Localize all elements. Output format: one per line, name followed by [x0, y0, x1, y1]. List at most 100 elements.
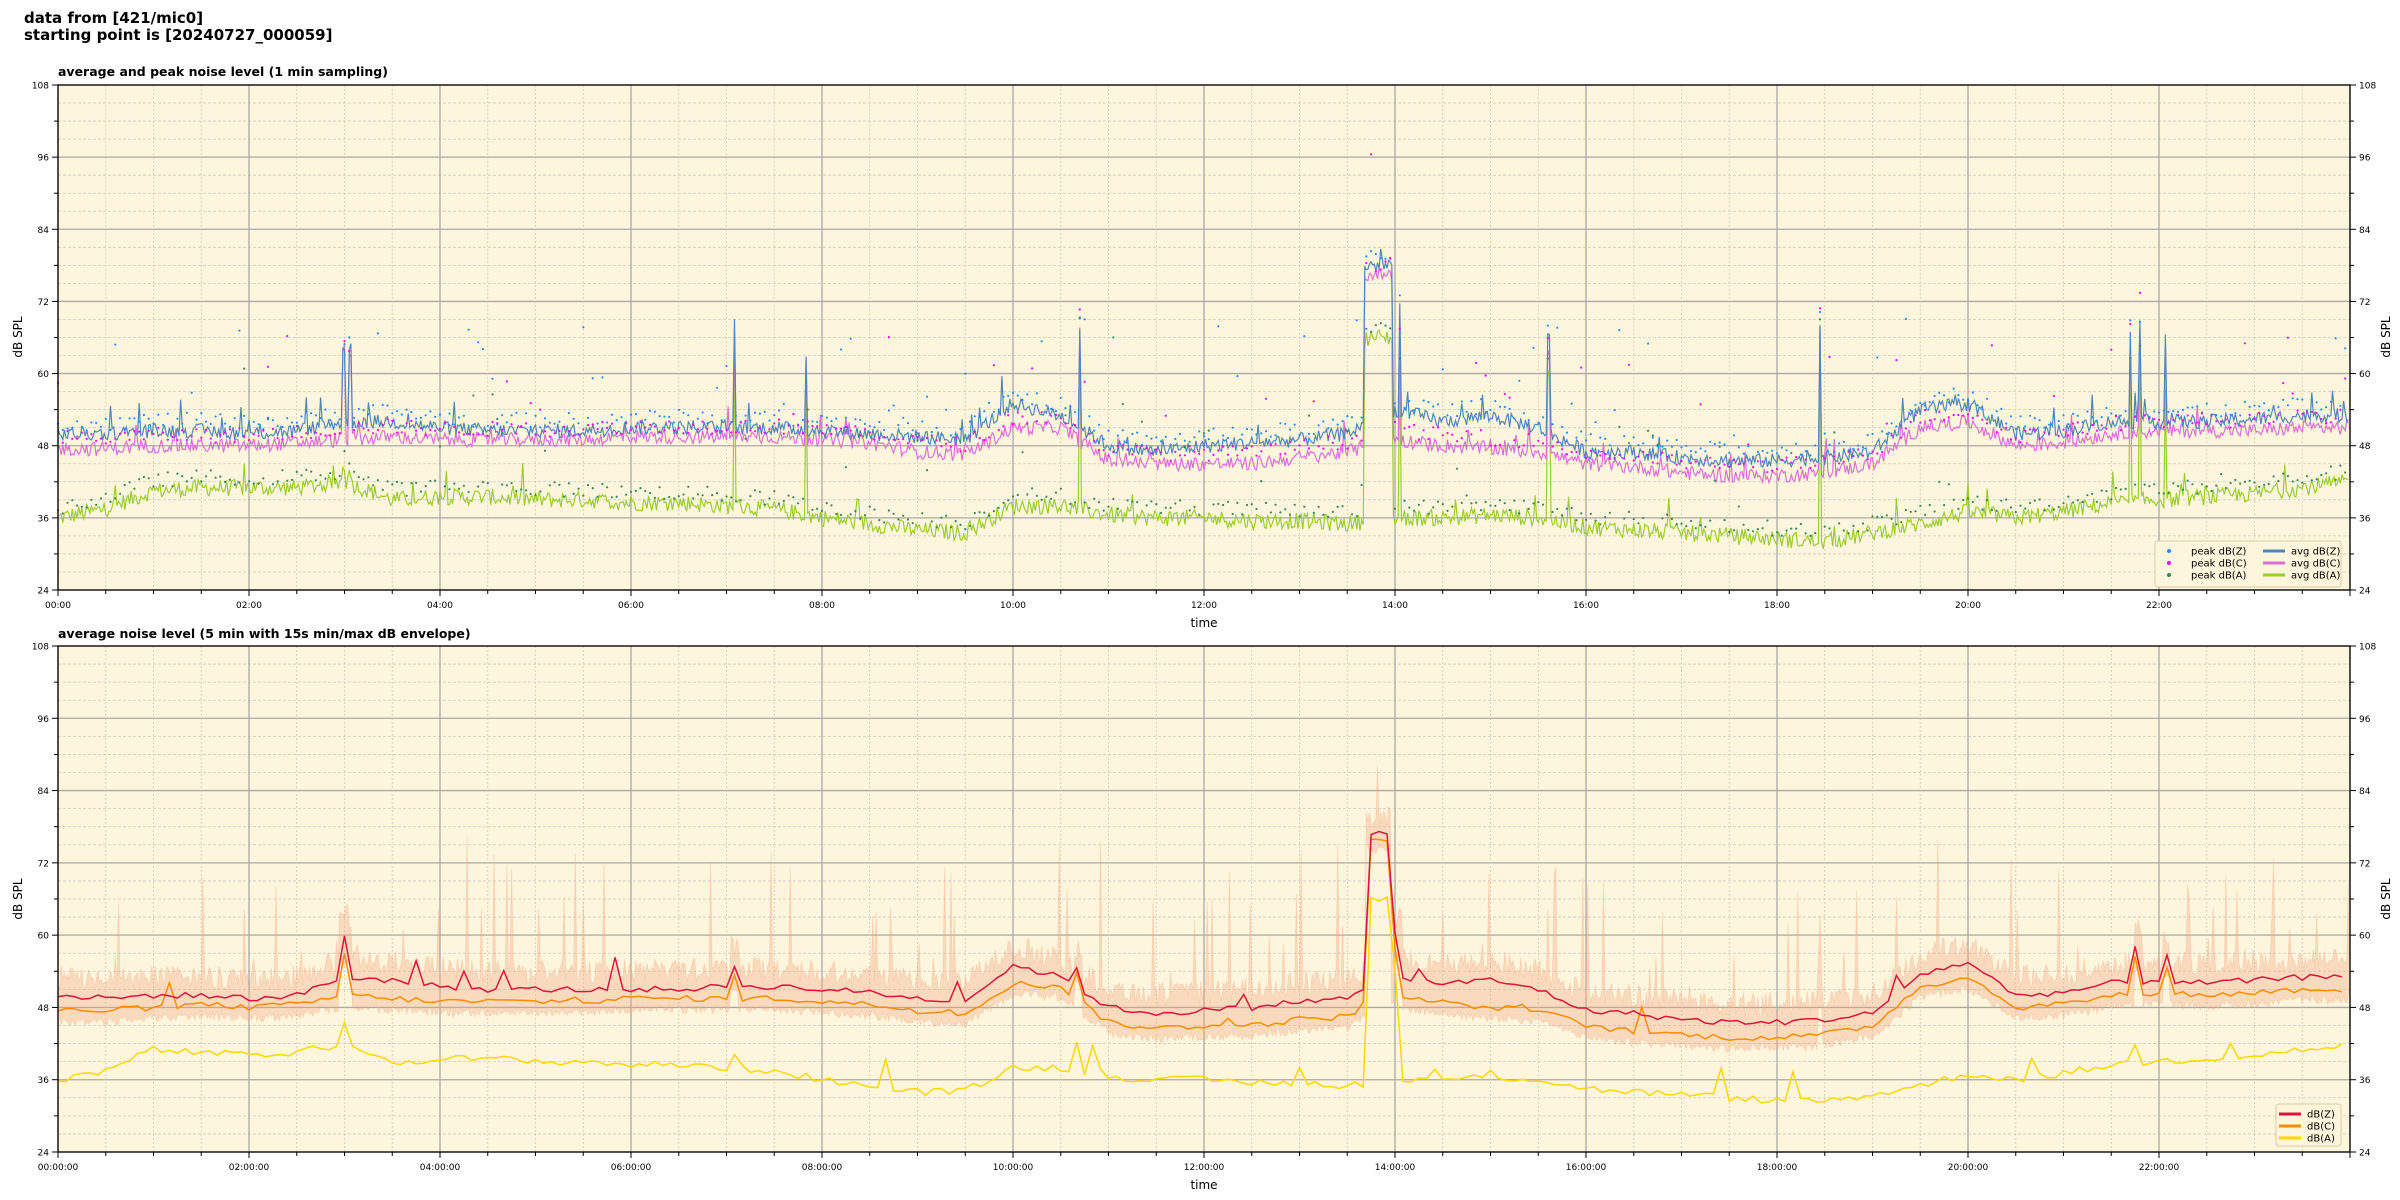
peak-point — [1288, 440, 1292, 443]
peak-point — [1804, 458, 1807, 461]
peak-point — [725, 428, 728, 431]
peak-point — [1432, 506, 1435, 509]
peak-point — [1398, 294, 1401, 297]
peak-point — [410, 419, 413, 423]
peak-point — [162, 484, 165, 487]
peak-point — [142, 438, 145, 441]
peak-point — [362, 427, 365, 430]
peak-point — [725, 364, 728, 368]
peak-point — [2263, 414, 2266, 418]
peak-point — [1666, 439, 1669, 442]
peak-point — [477, 433, 480, 436]
peak-point — [2157, 411, 2161, 414]
peak-point — [1775, 531, 1779, 534]
peak-point — [925, 469, 929, 472]
peak-point — [276, 480, 279, 483]
peak-point — [763, 410, 766, 413]
peak-point — [1685, 467, 1688, 470]
peak-point — [1938, 391, 1941, 395]
legend-label: peak dB(C) — [2191, 559, 2247, 570]
peak-point — [844, 466, 848, 469]
peak-point — [524, 412, 528, 415]
peak-point — [949, 526, 953, 529]
peak-point — [744, 437, 747, 440]
x-tick-label: 00:00:00 — [38, 1163, 79, 1173]
peak-point — [1728, 465, 1731, 468]
peak-point — [787, 494, 790, 497]
peak-point — [649, 409, 652, 412]
peak-point — [2186, 406, 2189, 409]
peak-point — [1479, 398, 1483, 401]
peak-point — [1518, 379, 1521, 382]
peak-point — [400, 482, 403, 485]
peak-point — [988, 401, 991, 404]
peak-point — [849, 337, 852, 340]
peak-point — [491, 420, 494, 424]
peak-point — [1823, 457, 1826, 460]
peak-point — [582, 326, 585, 329]
peak-point — [128, 481, 131, 484]
series-line-avg-db-z- — [57, 248, 2349, 469]
peak-point — [1059, 487, 1062, 490]
peak-point — [1627, 441, 1631, 445]
peak-point — [1790, 461, 1793, 464]
peak-point — [162, 424, 165, 427]
peak-point — [190, 476, 193, 480]
peak-point — [1537, 421, 1540, 424]
peak-point — [2315, 478, 2318, 481]
peak-point — [1088, 415, 1091, 418]
peak-point — [224, 431, 227, 434]
peak-point — [2138, 320, 2141, 323]
peak-point — [1131, 500, 1134, 503]
y-tick-label: 60 — [38, 932, 50, 942]
bottom-y-axis-label-left: dB SPL — [11, 878, 25, 920]
peak-point — [2114, 486, 2118, 490]
peak-point — [883, 521, 886, 524]
peak-point — [2043, 509, 2046, 512]
peak-point — [973, 415, 976, 418]
peak-point — [1078, 308, 1081, 311]
peak-point — [510, 423, 513, 426]
peak-point — [1274, 442, 1277, 445]
peak-point — [1069, 502, 1072, 506]
peak-point — [973, 511, 976, 515]
peak-point — [1374, 270, 1377, 273]
peak-point — [1580, 430, 1583, 433]
peak-point — [2157, 418, 2161, 421]
peak-point — [773, 490, 776, 493]
peak-point — [930, 520, 933, 523]
peak-point — [1460, 400, 1463, 403]
peak-point — [2029, 428, 2032, 431]
peak-point — [1699, 403, 1702, 406]
peak-point — [2057, 505, 2060, 508]
peak-point — [2129, 319, 2132, 322]
peak-point — [1231, 512, 1234, 516]
peak-point — [2239, 424, 2242, 427]
peak-point — [1427, 437, 1430, 441]
peak-point — [2263, 483, 2266, 486]
peak-point — [868, 431, 871, 434]
peak-point — [2172, 482, 2175, 485]
peak-point — [1508, 407, 1511, 410]
peak-point — [486, 482, 489, 485]
peak-point — [1876, 515, 1879, 519]
peak-point — [1188, 445, 1191, 448]
peak-point — [1642, 442, 1645, 445]
peak-point — [2100, 416, 2103, 419]
peak-point — [754, 411, 757, 414]
peak-point — [1613, 458, 1616, 461]
peak-point — [1494, 400, 1497, 403]
peak-point — [1222, 445, 1225, 448]
peak-point — [1742, 462, 1745, 465]
peak-point — [1016, 394, 1019, 397]
peak-point — [1785, 529, 1788, 532]
peak-point — [343, 450, 346, 453]
peak-point — [1575, 519, 1578, 522]
peak-point — [157, 426, 160, 429]
peak-point — [1498, 443, 1502, 446]
peak-point — [1040, 411, 1043, 414]
peak-point — [171, 425, 174, 428]
peak-point — [491, 393, 494, 396]
peak-point — [329, 434, 332, 437]
peak-point — [290, 435, 294, 438]
